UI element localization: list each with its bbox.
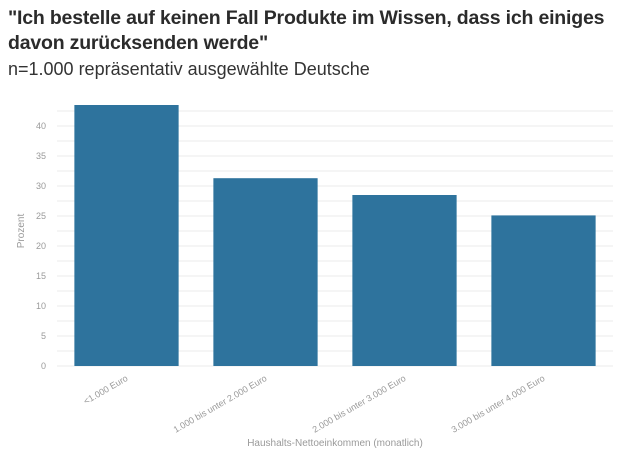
y-tick-label: 30 <box>36 181 46 191</box>
bar <box>352 195 457 366</box>
x-tick-label: 1.000 bis unter 2.000 Euro <box>172 373 269 435</box>
bar <box>213 178 318 366</box>
y-tick-label: 20 <box>36 241 46 251</box>
y-axis-title: Prozent <box>16 214 27 249</box>
bar <box>74 105 179 366</box>
y-axis-ticks: 0 5 10 15 20 25 30 35 40 <box>36 121 46 371</box>
y-tick-label: 15 <box>36 271 46 281</box>
chart-title: "Ich bestelle auf keinen Fall Produkte i… <box>8 7 605 54</box>
x-tick-label: 3.000 bis unter 4.000 Euro <box>450 373 547 435</box>
chart-subtitle: n=1.000 repräsentativ ausgewählte Deutsc… <box>8 59 370 79</box>
x-axis-title: Haushalts-Nettoeinkommen (monatlich) <box>247 438 423 449</box>
x-axis-ticks: <1.000 Euro 1.000 bis unter 2.000 Euro 2.0… <box>82 373 547 435</box>
y-tick-label: 10 <box>36 301 46 311</box>
x-tick-label: <1.000 Euro <box>82 373 130 406</box>
y-tick-label: 35 <box>36 151 46 161</box>
x-tick-label: 2.000 bis unter 3.000 Euro <box>311 373 408 435</box>
y-tick-label: 25 <box>36 211 46 221</box>
bars <box>74 105 596 366</box>
y-tick-label: 5 <box>41 331 46 341</box>
y-tick-label: 40 <box>36 121 46 131</box>
bar <box>491 215 596 366</box>
y-tick-label: 0 <box>41 361 46 371</box>
